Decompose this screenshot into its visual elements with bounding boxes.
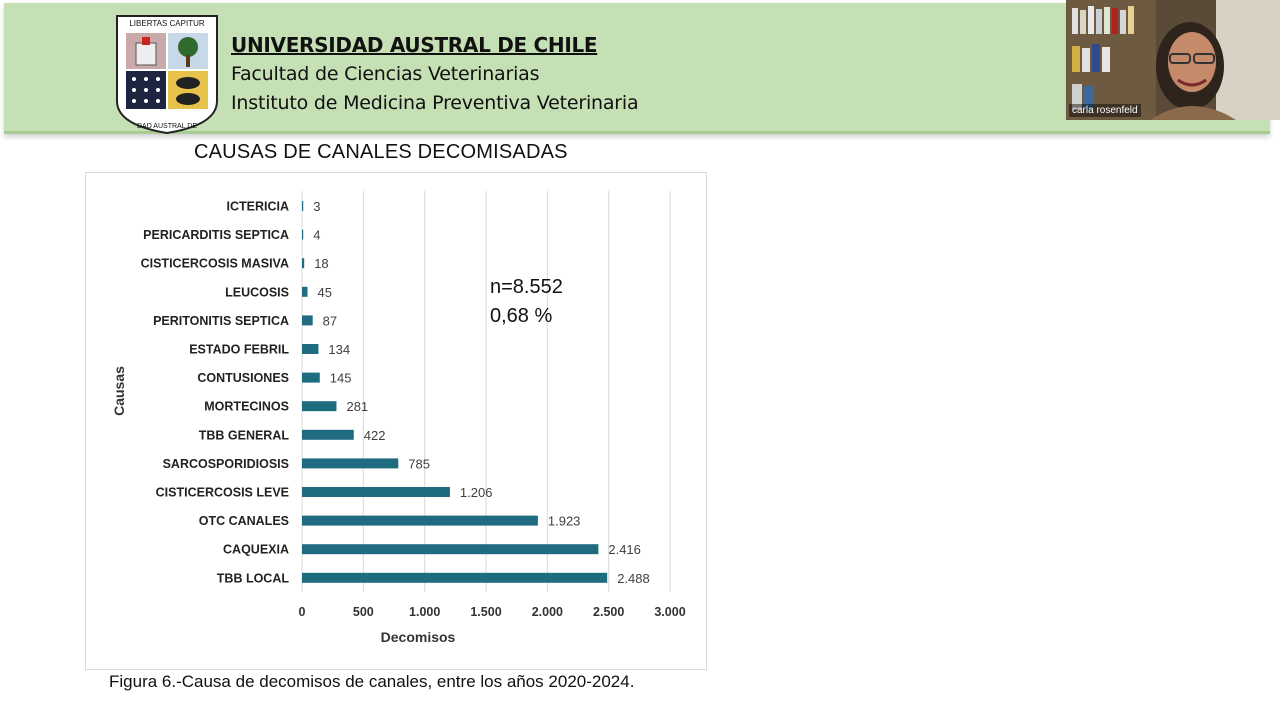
bar — [302, 315, 313, 326]
x-tick-label: 1.500 — [470, 605, 501, 619]
bar — [302, 201, 304, 211]
institute-name: Instituto de Medicina Preventiva Veterin… — [231, 92, 639, 114]
x-tick-label: 1.000 — [409, 605, 440, 619]
participant-name-label: carla rosenfeld — [1069, 104, 1141, 117]
bar — [302, 372, 320, 383]
data-label: 18 — [314, 256, 328, 271]
slide-header: LIBERTAS CAPITUR DAD AUSTRAL DE UNIVERSI… — [4, 3, 1270, 135]
figure-caption: Figura 6.-Causa de decomisos de canales,… — [109, 672, 635, 691]
category-label: OTC CANALES — [199, 514, 289, 528]
x-tick-label: 0 — [299, 605, 306, 619]
x-tick-label: 500 — [353, 605, 374, 619]
data-label: 4 — [313, 228, 320, 243]
data-label: 145 — [330, 371, 352, 386]
x-tick-label: 2.500 — [593, 605, 624, 619]
faculty-name: Facultad de Ciencias Veterinarias — [231, 63, 540, 85]
data-label: 45 — [318, 285, 332, 300]
category-label: CAQUEXIA — [223, 543, 289, 557]
data-label: 1.923 — [548, 514, 581, 529]
bar — [302, 344, 319, 354]
university-name: UNIVERSIDAD AUSTRAL DE CHILE — [231, 33, 598, 57]
bar — [302, 286, 308, 297]
data-label: 134 — [328, 342, 350, 357]
x-tick-label: 2.000 — [532, 605, 563, 619]
category-label: TBB LOCAL — [217, 571, 290, 585]
annotation-percent: 0,68 % — [490, 305, 552, 327]
data-label: 3 — [313, 199, 320, 214]
x-tick-label: 3.000 — [654, 605, 685, 619]
data-label: 87 — [323, 313, 337, 328]
category-label: MORTECINOS — [204, 400, 289, 414]
svg-text:DAD AUSTRAL DE: DAD AUSTRAL DE — [137, 123, 197, 130]
bar — [302, 487, 450, 497]
category-label: CONTUSIONES — [197, 371, 289, 385]
category-label: TBB GENERAL — [199, 428, 290, 442]
category-label: PERITONITIS SEPTICA — [153, 314, 289, 328]
bar — [302, 544, 599, 555]
data-label: 2.488 — [617, 571, 650, 586]
category-label: ESTADO FEBRIL — [189, 343, 289, 357]
bar — [302, 515, 538, 526]
category-label: PERICARDITIS SEPTICA — [143, 228, 289, 242]
x-axis-title: Decomisos — [381, 629, 456, 645]
slide-title: CAUSAS DE CANALES DECOMISADAS — [194, 141, 568, 163]
participant-video-tile[interactable]: carla rosenfeld — [1066, 0, 1280, 120]
y-axis-title: Causas — [111, 366, 127, 416]
bar — [302, 429, 354, 440]
bar — [302, 229, 304, 240]
bar-chart: ICTERICIA 3 PERICARDITIS SEPTICA 4 CISTICERC… — [111, 191, 686, 645]
bar — [302, 401, 337, 412]
data-label: 1.206 — [460, 485, 493, 500]
data-label: 281 — [346, 399, 368, 414]
category-label: ICTERICIA — [227, 200, 290, 214]
annotation-total: n=8.552 — [490, 276, 563, 298]
data-label: 2.416 — [608, 542, 641, 557]
chart-container: ICTERICIA 3 PERICARDITIS SEPTICA 4 CISTICERC… — [85, 172, 707, 670]
bar — [302, 258, 305, 269]
category-label: CISTICERCOSIS LEVE — [156, 486, 289, 500]
bar — [302, 458, 399, 469]
category-label: CISTICERCOSIS MASIVA — [141, 257, 289, 271]
category-label: LEUCOSIS — [225, 285, 289, 299]
data-label: 422 — [364, 428, 386, 443]
participant-video-image — [1066, 0, 1280, 120]
university-crest-logo: LIBERTAS CAPITUR DAD AUSTRAL DE — [116, 15, 218, 135]
data-label: 785 — [408, 456, 430, 471]
svg-text:LIBERTAS CAPITUR: LIBERTAS CAPITUR — [129, 19, 205, 28]
category-label: SARCOSPORIDIOSIS — [163, 457, 289, 471]
bar — [302, 572, 608, 583]
